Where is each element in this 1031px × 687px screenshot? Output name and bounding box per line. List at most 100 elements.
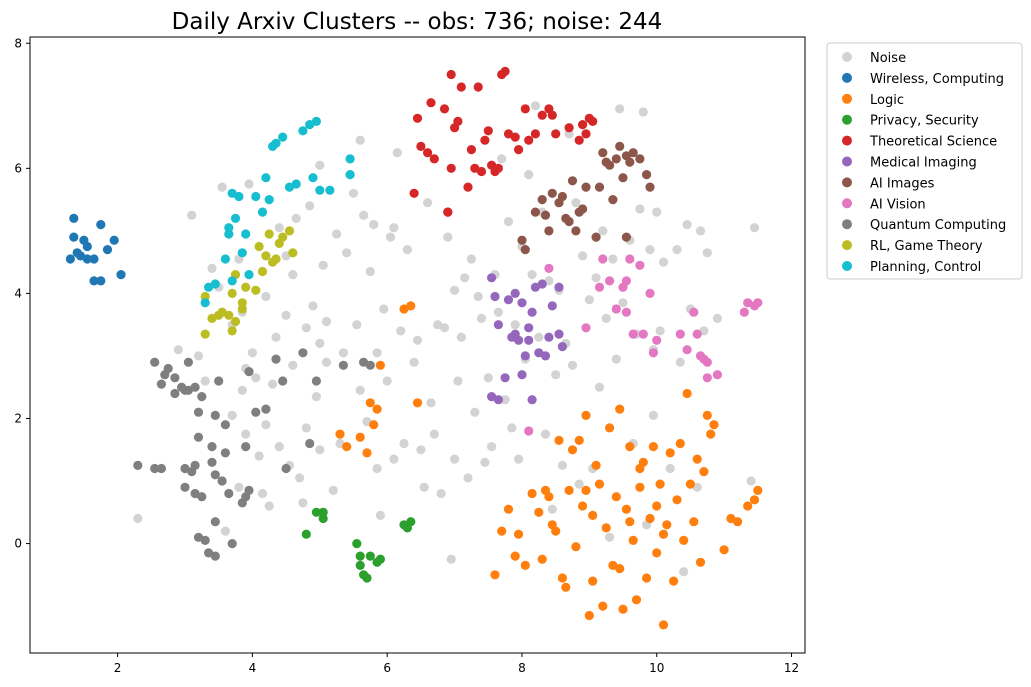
legend-marker (842, 135, 852, 146)
data-point (621, 307, 632, 317)
data-point (578, 204, 588, 214)
data-point (429, 429, 439, 439)
data-point (264, 501, 274, 511)
data-point (298, 498, 308, 508)
data-point (510, 288, 520, 298)
data-point (584, 295, 594, 305)
data-point (648, 348, 659, 358)
data-point (133, 460, 143, 470)
data-point (530, 129, 541, 139)
data-point (460, 273, 470, 283)
data-point (648, 410, 659, 420)
data-point (109, 235, 119, 245)
data-point (224, 229, 234, 239)
series-8 (133, 348, 375, 561)
data-point (274, 223, 284, 233)
data-point (517, 370, 527, 380)
data-point (581, 129, 591, 139)
data-point (251, 407, 261, 417)
legend-label: Planning, Control (870, 260, 981, 275)
legend-box (826, 42, 1023, 280)
series-0 (133, 101, 760, 577)
data-point (551, 526, 561, 536)
x-tick-label: 8 (518, 661, 526, 675)
data-point (355, 135, 365, 145)
data-point (507, 423, 517, 433)
data-point (311, 376, 321, 386)
data-point (416, 445, 426, 455)
data-point (359, 210, 369, 220)
data-point (615, 141, 625, 151)
data-point (645, 513, 655, 524)
data-point (524, 170, 534, 180)
data-point (625, 254, 635, 264)
series-1 (65, 213, 126, 286)
data-point (493, 307, 503, 317)
data-point (382, 376, 392, 386)
data-point (443, 207, 453, 217)
data-point (645, 288, 655, 298)
data-point (170, 373, 180, 383)
data-point (69, 213, 79, 223)
data-point (224, 223, 234, 233)
y-tick-label: 0 (14, 537, 22, 551)
data-point (749, 495, 760, 505)
data-point (180, 482, 190, 492)
data-point (514, 335, 524, 345)
data-point (406, 517, 416, 527)
y-tick-label: 8 (14, 36, 22, 50)
data-point (298, 126, 308, 136)
data-point (261, 251, 271, 261)
data-point (621, 276, 632, 286)
data-point (483, 126, 493, 136)
data-point (672, 245, 682, 255)
data-point (514, 145, 524, 155)
legend-marker (842, 261, 852, 271)
data-point (65, 254, 75, 264)
data-point (227, 410, 237, 420)
data-point (257, 488, 268, 499)
data-point (355, 551, 365, 561)
data-point (355, 385, 365, 395)
data-point (375, 360, 385, 370)
data-point (315, 445, 325, 455)
data-point (423, 148, 433, 158)
data-point (645, 182, 655, 192)
data-point (702, 248, 712, 258)
data-point (463, 473, 473, 483)
data-point (338, 348, 348, 358)
data-point (520, 560, 530, 571)
data-point (274, 238, 284, 248)
points-layer (65, 66, 763, 630)
data-point (220, 254, 230, 264)
data-point (749, 223, 760, 233)
data-point (288, 270, 298, 280)
legend-marker (842, 219, 852, 230)
data-point (456, 82, 466, 92)
series-2 (335, 301, 763, 630)
data-point (385, 232, 396, 242)
data-point (89, 254, 99, 264)
data-point (601, 523, 611, 533)
data-point (271, 332, 281, 342)
x-tick-label: 2 (114, 661, 122, 675)
data-point (493, 395, 503, 405)
legend-label: AI Images (870, 176, 935, 191)
data-point (581, 485, 591, 495)
data-point (605, 532, 615, 542)
data-point (372, 463, 382, 474)
data-point (530, 207, 541, 217)
data-point (621, 232, 632, 242)
data-point (510, 320, 520, 330)
data-point (591, 232, 601, 242)
data-point (652, 548, 662, 558)
data-point (500, 66, 510, 76)
data-point (712, 370, 723, 380)
data-point (365, 551, 375, 561)
legend-marker (842, 114, 852, 125)
data-point (227, 288, 237, 298)
data-point (679, 567, 689, 577)
data-point (746, 476, 756, 486)
data-point (692, 329, 702, 339)
data-point (278, 376, 288, 386)
